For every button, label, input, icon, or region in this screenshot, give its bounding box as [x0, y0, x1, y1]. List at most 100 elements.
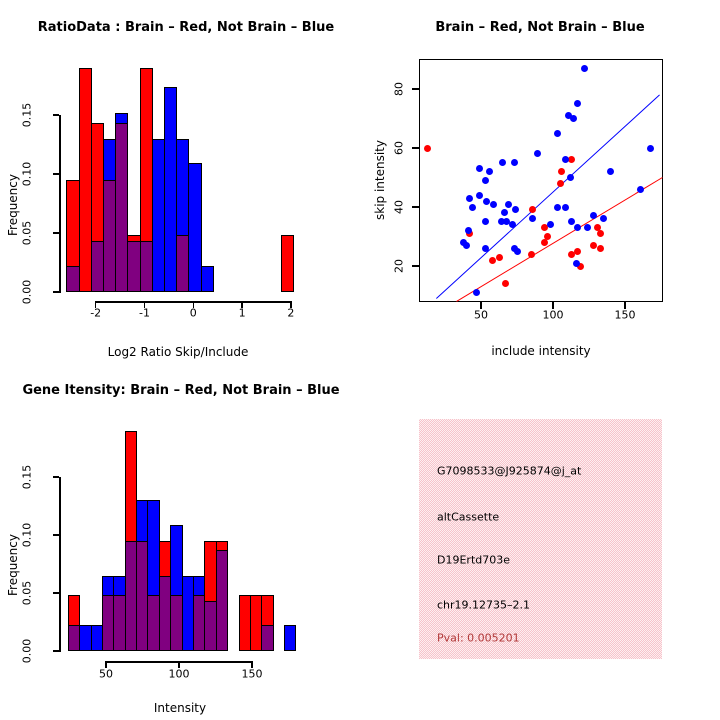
- y-tick-label: 0.15: [20, 102, 34, 128]
- x-tick-label: 1: [238, 306, 246, 320]
- y-tick: [53, 173, 59, 175]
- scatter-point-blue: [546, 221, 554, 229]
- x-tick: [178, 661, 180, 668]
- x-tick: [251, 661, 253, 668]
- x-tick-label: 0: [189, 306, 197, 320]
- hist-bar-overlap: [139, 241, 153, 292]
- y-axis-line: [59, 114, 61, 293]
- scatter-point-blue: [599, 215, 607, 223]
- y-tick: [412, 147, 419, 149]
- scatter-point-red: [556, 179, 564, 187]
- scatter-point-blue: [573, 100, 581, 108]
- scatter-point-red: [496, 253, 504, 261]
- y-tick: [412, 265, 419, 267]
- y-tick-label: 20: [392, 259, 406, 273]
- hist-bar-overlap: [90, 241, 104, 292]
- y-tick-label: 0.00: [20, 279, 34, 305]
- scatter-point-red: [489, 256, 497, 264]
- scatter-point-blue: [584, 224, 592, 232]
- x-tick: [143, 301, 146, 308]
- scatter-point-blue: [572, 259, 580, 267]
- fit-line-blue: [436, 94, 660, 299]
- scatter-point-blue: [589, 212, 597, 220]
- scatter-point-blue: [500, 209, 508, 217]
- x-tick-label: 50: [474, 308, 488, 322]
- scatter-point-blue: [481, 176, 489, 184]
- scatter-point-blue: [573, 224, 581, 232]
- gene-histogram-title: Gene Itensity: Brain – Red, Not Brain – …: [22, 383, 340, 398]
- scatter-point-blue: [529, 215, 537, 223]
- y-axis-line: [59, 476, 61, 652]
- scatter-point-red: [558, 168, 566, 176]
- y-tick: [53, 534, 59, 536]
- pvalue-text: Pval: 0.005201: [437, 631, 520, 645]
- y-tick-label: 0.10: [20, 161, 34, 187]
- scatter-point-blue: [499, 159, 507, 167]
- x-tick: [105, 661, 107, 668]
- scatter-point-red: [573, 247, 581, 255]
- scatter-point-red: [540, 224, 548, 232]
- x-tick: [192, 301, 195, 308]
- scatter-point-blue: [481, 244, 489, 252]
- fit-lines-layer: [436, 94, 663, 302]
- y-tick: [53, 291, 59, 293]
- plot-box: [419, 59, 663, 302]
- scatter-point-red: [501, 280, 509, 288]
- scatter-point-blue: [504, 200, 512, 208]
- hist-bar-overlap: [103, 179, 117, 292]
- scatter-point-red: [589, 241, 597, 249]
- scatter-point-blue: [581, 64, 589, 72]
- scatter-title: Brain – Red, Not Brain – Blue: [435, 20, 645, 35]
- scatter-point-red: [576, 262, 584, 270]
- scatter-point-blue: [568, 218, 576, 226]
- x-tick-label: -2: [90, 306, 102, 320]
- x-tick-label: 150: [614, 308, 636, 322]
- scatter-point-blue: [637, 185, 645, 193]
- scatter-point-blue: [481, 218, 489, 226]
- scatter-point-blue: [562, 156, 570, 164]
- ratio-histogram-title: RatioData : Brain – Red, Not Brain – Blu…: [37, 20, 335, 35]
- y-tick: [53, 114, 59, 116]
- y-tick-label: 0.10: [20, 522, 34, 548]
- x-tick-label: 100: [542, 308, 564, 322]
- hist-bar-blue: [284, 625, 297, 651]
- scatter-point-blue: [476, 165, 484, 173]
- y-tick: [53, 476, 59, 478]
- scatter-point-red: [568, 156, 576, 164]
- probe-id-text: G7098533@J925874@j_at: [437, 464, 582, 478]
- y-tick: [53, 592, 59, 594]
- x-tick: [94, 301, 97, 308]
- y-axis-label: Frequency: [6, 534, 20, 596]
- scatter-point-blue: [509, 221, 517, 229]
- hist-bar-overlap: [215, 550, 229, 651]
- x-tick: [624, 302, 626, 309]
- scatter-point-blue: [647, 144, 655, 152]
- scatter-point-red: [540, 238, 548, 246]
- locus-text: chr19.12735–2.1: [437, 598, 531, 612]
- scatter-point-blue: [510, 159, 518, 167]
- scatter-point-blue: [497, 218, 505, 226]
- scatter-point-blue: [465, 194, 473, 202]
- x-tick: [552, 302, 554, 309]
- x-axis-label: Log2 Ratio Skip/Include: [107, 345, 249, 359]
- scatter-point-blue: [566, 174, 574, 181]
- hist-bar-overlap: [127, 241, 141, 292]
- x-tick-label: 50: [99, 667, 113, 681]
- scatter-point-blue: [483, 197, 491, 205]
- x-tick: [480, 302, 482, 309]
- x-tick-label: 2: [287, 306, 295, 320]
- hist-bar-blue: [188, 163, 202, 292]
- y-tick: [412, 206, 419, 208]
- scatter-point-blue: [607, 168, 615, 176]
- scatter-point-blue: [569, 115, 577, 122]
- x-tick-label: -1: [139, 306, 150, 320]
- scatter-point-blue: [512, 206, 520, 214]
- x-tick: [241, 301, 243, 308]
- scatter-point-red: [594, 224, 602, 232]
- scatter-point-red: [597, 244, 605, 252]
- scatter-point-blue: [486, 168, 494, 176]
- scatter-point-blue: [553, 203, 561, 211]
- y-tick: [53, 650, 59, 652]
- scatter-point-red: [543, 233, 551, 240]
